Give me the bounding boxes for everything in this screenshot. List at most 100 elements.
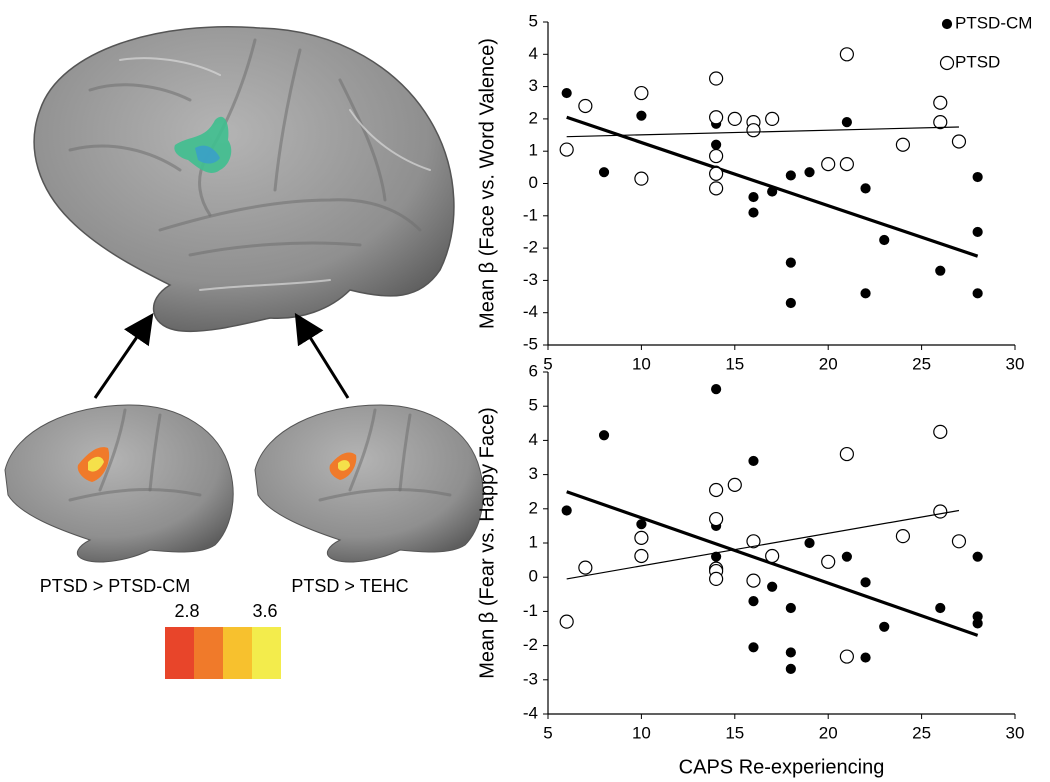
x-tick-label: 25	[912, 723, 931, 742]
point	[578, 98, 593, 114]
y-tick-label: 6	[529, 361, 538, 380]
point	[765, 111, 780, 127]
point	[935, 602, 946, 614]
arrow	[93, 313, 154, 399]
point	[709, 110, 724, 125]
point	[785, 663, 796, 674]
point	[935, 265, 946, 276]
point	[636, 519, 647, 530]
point	[709, 511, 724, 527]
point	[841, 551, 852, 562]
y-axis-title: Mean β (Fear vs. Happy Face)	[476, 407, 498, 679]
point	[785, 257, 796, 268]
point	[821, 157, 836, 172]
y-tick-label: 4	[529, 44, 538, 63]
point	[709, 71, 724, 86]
colorbar	[165, 627, 281, 679]
point	[972, 551, 983, 562]
point	[839, 649, 854, 664]
y-tick-label: -5	[523, 334, 538, 353]
point	[561, 87, 572, 99]
fit-line	[566, 115, 979, 258]
point	[634, 171, 649, 186]
fit-line	[566, 490, 979, 637]
point	[785, 297, 796, 309]
point	[895, 529, 911, 544]
brain-small-left	[4, 404, 234, 563]
y-tick-label: 0	[529, 567, 538, 586]
point	[895, 137, 911, 152]
point	[748, 642, 759, 653]
y-tick-label: 5	[529, 11, 538, 30]
point	[598, 430, 610, 441]
x-tick-label: 10	[632, 723, 651, 742]
point	[559, 614, 574, 629]
point	[765, 548, 780, 564]
x-tick-label: 30	[1006, 723, 1025, 742]
brain-large	[33, 25, 455, 333]
point	[860, 288, 871, 299]
y-tick-label: -2	[523, 238, 538, 257]
x-tick-label: 5	[543, 354, 552, 373]
point	[711, 551, 722, 562]
point	[860, 577, 871, 588]
y-tick-label: 4	[529, 430, 538, 449]
y-tick-label: 1	[529, 532, 538, 551]
point	[821, 554, 836, 569]
y-tick-label: 0	[529, 173, 538, 192]
y-tick-label: -3	[523, 669, 538, 688]
colorbar-label: 3.6	[252, 601, 277, 621]
point	[841, 117, 852, 128]
y-tick-label: -4	[523, 703, 538, 722]
point	[561, 505, 572, 516]
point	[709, 148, 724, 164]
x-tick-label: 25	[912, 354, 931, 373]
point	[709, 181, 724, 196]
point	[860, 652, 871, 663]
x-tick-label: 5	[543, 723, 552, 742]
brain-small-right	[254, 404, 484, 563]
y-tick-label: 3	[529, 76, 538, 95]
point	[634, 548, 649, 564]
point	[951, 534, 967, 549]
y-tick-label: -1	[523, 205, 538, 224]
point	[634, 530, 649, 545]
point	[636, 110, 647, 121]
x-tick-label: 10	[632, 354, 651, 373]
x-tick-label: 30	[1006, 354, 1025, 373]
point	[879, 621, 890, 632]
y-tick-label: 5	[529, 396, 538, 415]
y-axis-title: Mean β (Face vs. Word Valence)	[476, 38, 498, 329]
point	[746, 573, 761, 588]
x-axis-title: CAPS Re-experiencing	[679, 756, 885, 778]
point	[972, 618, 983, 629]
point	[748, 455, 759, 467]
point	[951, 134, 967, 149]
point	[711, 384, 722, 395]
point	[598, 167, 610, 178]
y-tick-label: 2	[529, 108, 538, 127]
y-tick-label: 1	[529, 141, 538, 160]
x-tick-label: 15	[725, 723, 744, 742]
point	[804, 167, 815, 178]
y-tick-label: -2	[523, 635, 538, 654]
point	[709, 482, 724, 498]
legend-marker	[941, 18, 953, 30]
legend-label: PTSD-CM	[955, 13, 1032, 32]
y-tick-label: -3	[523, 270, 538, 289]
point	[748, 191, 759, 203]
point	[860, 183, 871, 194]
y-tick-label: 2	[529, 498, 538, 517]
x-tick-label: 20	[819, 354, 838, 373]
point	[727, 111, 742, 127]
contrast-label: PTSD > TEHC	[291, 576, 408, 596]
point	[879, 234, 890, 246]
point	[972, 288, 983, 299]
point	[804, 537, 815, 549]
point	[785, 647, 796, 658]
legend-marker	[939, 55, 955, 71]
point	[709, 571, 724, 587]
point	[933, 424, 948, 439]
y-tick-label: -1	[523, 601, 538, 620]
